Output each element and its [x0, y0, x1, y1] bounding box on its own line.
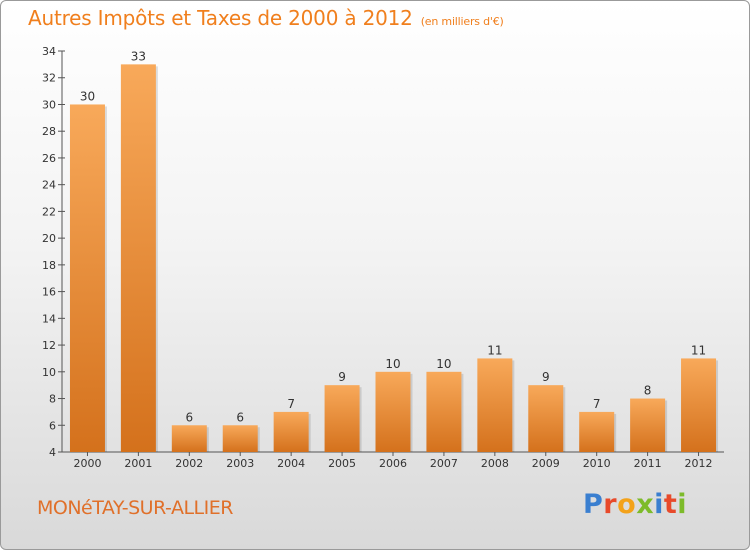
y-tick-label: 30	[42, 98, 56, 111]
x-tick-label: 2009	[532, 457, 560, 470]
logo-letter: i	[677, 489, 688, 520]
y-tick-label: 6	[49, 419, 56, 432]
bar	[579, 411, 615, 452]
chart-title: Autres Impôts et Taxes de 2000 à 2012 (en…	[28, 6, 504, 30]
logo-letter: P	[583, 489, 604, 520]
logo-letter: t	[663, 489, 678, 520]
bar	[273, 411, 309, 452]
commune-name: MONéTAY-SUR-ALLIER	[37, 497, 233, 519]
data-label: 10	[385, 357, 400, 371]
bar	[375, 371, 411, 452]
data-label: 8	[644, 384, 652, 398]
y-tick-label: 26	[42, 152, 56, 165]
bar	[69, 104, 105, 452]
x-tick-label: 2000	[73, 457, 101, 470]
bar	[477, 358, 513, 452]
y-tick-label: 34	[42, 45, 56, 58]
y-tick-label: 20	[42, 232, 56, 245]
x-tick-label: 2007	[430, 457, 458, 470]
y-tick-label: 22	[42, 205, 56, 218]
bar	[171, 425, 207, 452]
data-label: 9	[542, 370, 550, 384]
data-label: 6	[185, 410, 193, 424]
proxiti-logo: Proxiti	[583, 489, 687, 520]
data-label: 11	[691, 343, 706, 357]
data-label: 33	[131, 49, 146, 63]
chart-title-text: Autres Impôts et Taxes de 2000 à 2012	[28, 6, 413, 30]
y-tick-label: 10	[42, 366, 56, 379]
data-label: 30	[80, 89, 95, 103]
y-tick-label: 12	[42, 339, 56, 352]
data-label: 9	[338, 370, 346, 384]
x-tick-label: 2006	[379, 457, 407, 470]
y-tick-label: 16	[42, 286, 56, 299]
data-label: 7	[593, 397, 601, 411]
bar	[324, 385, 360, 452]
x-tick-label: 2008	[481, 457, 509, 470]
x-tick-label: 2004	[277, 457, 305, 470]
y-tick-label: 4	[49, 446, 56, 459]
logo-letter: o	[617, 489, 637, 520]
x-tick-label: 2012	[685, 457, 713, 470]
logo-letter: i	[654, 489, 664, 520]
y-tick-label: 8	[49, 393, 56, 406]
y-tick-label: 32	[42, 72, 56, 85]
data-label: 6	[236, 410, 244, 424]
unit-note: (en milliers d'€)	[420, 15, 504, 28]
x-tick-label: 2002	[175, 457, 203, 470]
x-tick-label: 2003	[226, 457, 254, 470]
data-label: 7	[287, 397, 295, 411]
data-label: 11	[487, 343, 502, 357]
bar	[222, 425, 258, 452]
logo-letter: r	[603, 489, 618, 520]
x-tick-label: 2010	[583, 457, 611, 470]
logo-letter: x	[636, 489, 655, 520]
bar	[120, 64, 156, 452]
y-tick-label: 28	[42, 125, 56, 138]
x-tick-label: 2001	[124, 457, 152, 470]
data-label: 10	[436, 357, 451, 371]
y-tick-label: 18	[42, 259, 56, 272]
bar	[426, 371, 462, 452]
x-tick-label: 2011	[634, 457, 662, 470]
bar	[528, 385, 564, 452]
y-tick-label: 14	[42, 312, 56, 325]
bar	[681, 358, 717, 452]
bar	[630, 398, 666, 452]
y-tick-label: 24	[42, 179, 56, 192]
x-tick-label: 2005	[328, 457, 356, 470]
